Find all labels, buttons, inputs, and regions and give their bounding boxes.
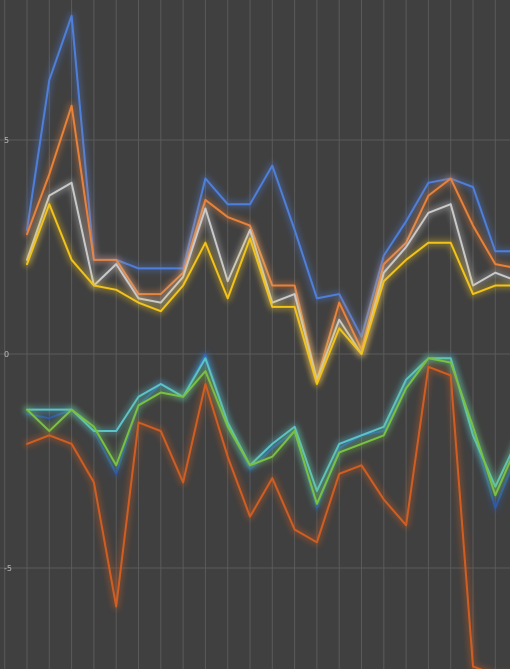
series-7-line (26, 365, 483, 669)
series-7 (23, 363, 490, 669)
series-5 (23, 354, 510, 495)
series-5-glow (23, 354, 510, 495)
y-tick-label: 0 (4, 350, 9, 359)
y-tick-label: 5 (4, 136, 9, 145)
series-2 (23, 179, 510, 384)
series-6 (23, 354, 510, 508)
series-3 (23, 200, 510, 388)
series-5-line (26, 357, 510, 492)
series-1-line (26, 104, 510, 381)
y-axis-ticks: 5 0 -5 (4, 136, 12, 573)
series-6-line (26, 357, 510, 505)
series-3-line (26, 203, 510, 385)
y-tick-label: -5 (4, 564, 12, 573)
series-group (23, 12, 510, 669)
series-1 (23, 102, 510, 384)
